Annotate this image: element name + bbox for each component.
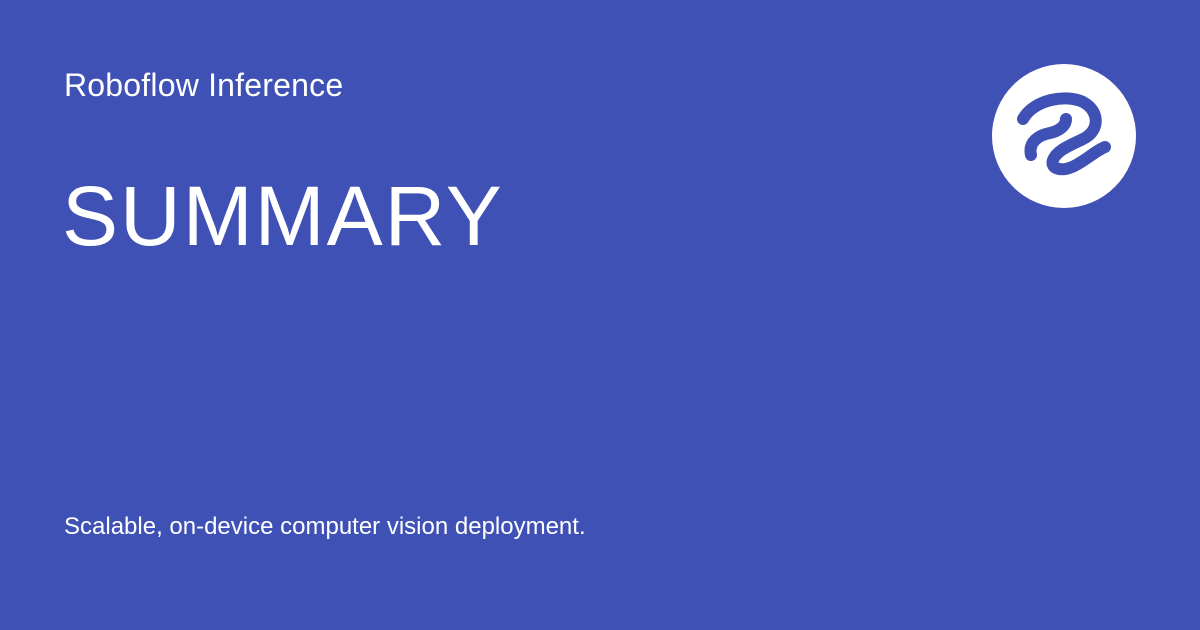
page-title: SUMMARY <box>62 169 504 263</box>
roboflow-logo-icon <box>992 64 1136 208</box>
site-name: Roboflow Inference <box>64 67 344 103</box>
tagline: Scalable, on-device computer vision depl… <box>64 513 586 540</box>
